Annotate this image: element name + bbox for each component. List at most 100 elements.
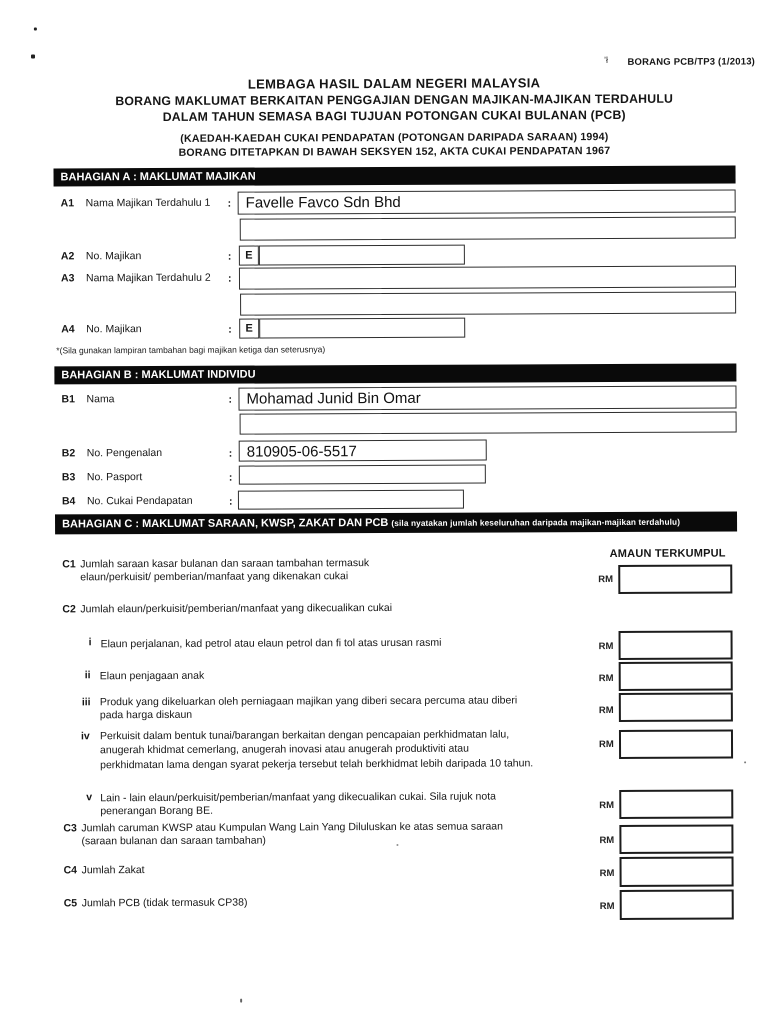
field-label-a1: Nama Majikan Terdahulu 1 [85, 196, 211, 210]
amount-value-c4 [622, 858, 732, 862]
colon: : [228, 393, 233, 406]
field-code-b1: B1 [61, 393, 75, 406]
field-code-a1: A1 [60, 197, 75, 210]
form-title-line2: BORANG MAKLUMAT BERKAITAN PENGGAJIAN DEN… [115, 91, 674, 109]
amount-value-c2iv [621, 731, 731, 735]
amount-box-c4[interactable] [619, 856, 734, 887]
item-code-c3: C3 [63, 822, 77, 835]
item-c2v-line1: Lain - lain elaun/perkuisit/pemberian/ma… [100, 790, 497, 805]
form-subtitle-line2: BORANG DITETAPKAN DI BAWAH SEKSYEN 152, … [178, 145, 611, 159]
colon: : [228, 495, 233, 508]
currency-label-c2ii: RM [598, 673, 614, 685]
item-c1-line1: Jumlah saraan kasar bulanan dan saraan t… [80, 557, 370, 571]
a1-name-input-line2[interactable] [239, 216, 736, 241]
currency-label-c2iv: RM [598, 738, 614, 751]
field-code-a4: A4 [61, 323, 75, 336]
field-code-b2: B2 [61, 447, 76, 460]
item-code-c4: C4 [63, 864, 78, 877]
item-c4-line1: Jumlah Zakat [81, 864, 145, 877]
item-c1-line2: elaun/perkuisit/ pemberian/manfaat yang … [80, 570, 349, 584]
item-c2iv-line3: perkhidmatan lama dengan syarat pekerja … [100, 757, 534, 772]
b3-passport-no-value [240, 466, 485, 469]
section-b-header: BAHAGIAN B : MAKLUMAT INDIVIDU [54, 363, 737, 385]
currency-label-c4: RM [599, 867, 615, 880]
form-subtitle-line1: (KAEDAH-KAEDAH CUKAI PENDAPATAN (POTONGA… [180, 131, 609, 145]
section-a-header: BAHAGIAN A : MAKLUMAT MAJIKAN [53, 165, 736, 187]
amount-box-c2iii[interactable] [618, 692, 733, 722]
a2-employer-no-input[interactable] [258, 244, 465, 266]
a3-name-input-line1[interactable] [238, 265, 737, 290]
colon: : [228, 447, 233, 460]
amount-box-c3[interactable] [619, 824, 734, 854]
amount-box-c5[interactable] [619, 889, 734, 920]
currency-label-c1: RM [598, 574, 614, 586]
scan-speck [240, 998, 243, 1003]
amount-box-c2iv[interactable] [618, 729, 734, 759]
item-code-c2v: v [86, 791, 93, 804]
amount-value-c2v [621, 791, 731, 795]
amount-box-c1[interactable] [618, 564, 733, 594]
item-c3-line1: Jumlah caruman KWSP atau Kumpulan Wang L… [81, 820, 504, 835]
a4-employer-no-input[interactable] [258, 317, 465, 339]
section-c-title: BAHAGIAN C : MAKLUMAT SARAAN, KWSP, ZAKA… [62, 516, 392, 531]
currency-label-c2i: RM [598, 641, 614, 653]
currency-label-c5: RM [599, 900, 615, 913]
field-label-a2: No. Majikan [85, 250, 142, 263]
b4-income-tax-no-input[interactable] [237, 489, 464, 510]
colon: : [228, 471, 233, 484]
section-c-header: BAHAGIAN C : MAKLUMAT SARAAN, KWSP, ZAKA… [55, 511, 738, 535]
a2-employer-prefix-box: E [238, 245, 259, 266]
item-c2iii-line1: Produk yang dikeluarkan oleh perniagaan … [99, 694, 518, 709]
scan-mark: ’ł [604, 55, 609, 66]
amount-box-c2i[interactable] [618, 630, 733, 660]
field-label-a3: Nama Majikan Terdahulu 2 [85, 271, 211, 285]
item-c2iv-line1: Perkuisit dalam bentuk tunai/barangan be… [99, 728, 510, 743]
b2-id-no-value: 810905-06-5517 [246, 443, 357, 461]
amount-value-c3 [621, 826, 731, 830]
form-title-line1: LEMBAGA HASIL DALAM NEGERI MALAYSIA [247, 75, 541, 92]
colon: : [227, 272, 232, 285]
b1-name-input-line2[interactable] [239, 411, 737, 435]
form-title-line3: DALAM TAHUN SEMASA BAGI TUJUAN POTONGAN … [162, 107, 626, 124]
scan-speck [396, 843, 399, 846]
a1-name-value-line2 [241, 217, 735, 221]
currency-label-c2iii: RM [598, 704, 614, 717]
item-code-c2: C2 [62, 603, 76, 616]
colon: : [227, 250, 232, 263]
amount-value-c2iii [621, 694, 731, 698]
amount-box-c2v[interactable] [619, 789, 734, 819]
item-c2ii-line1: Elaun penjagaan anak [99, 669, 205, 683]
colon: : [227, 197, 232, 210]
item-c2-line1: Jumlah elaun/perkuisit/pemberian/manfaat… [80, 601, 393, 616]
currency-label-c2v: RM [599, 799, 615, 812]
amount-value-c1 [620, 566, 730, 570]
b1-name-value: Mohamad Junid Bin Omar [246, 389, 421, 408]
amount-column-header: AMAUN TERKUMPUL [609, 547, 726, 561]
a3-name-value-line2 [241, 292, 735, 296]
amount-value-c2ii [621, 663, 731, 667]
item-c2i-line1: Elaun perjalanan, kad petrol atau elaun … [100, 636, 442, 651]
b4-income-tax-no-value [239, 491, 463, 494]
b3-passport-no-input[interactable] [238, 464, 486, 485]
b1-name-input-line1[interactable]: Mohamad Junid Bin Omar [238, 385, 737, 411]
item-code-c2iii: iii [81, 696, 91, 709]
field-label-b3: No. Pasport [86, 471, 143, 484]
a1-name-input-line1[interactable]: Favelle Favco Sdn Bhd [237, 189, 736, 215]
b2-id-no-input[interactable]: 810905-06-5517 [238, 439, 487, 462]
a4-employer-no-value [260, 319, 464, 322]
scan-speck [31, 54, 36, 59]
b1-name-value-line2 [241, 412, 736, 416]
a4-employer-prefix-box: E [239, 318, 260, 339]
amount-box-c2ii[interactable] [618, 661, 733, 691]
item-code-c1: C1 [62, 558, 76, 571]
item-code-c5: C5 [63, 897, 78, 910]
a3-name-input-line2[interactable] [240, 291, 737, 316]
item-c2iii-line2: pada harga diskaun [99, 708, 193, 722]
field-label-a4: No. Majikan [86, 323, 142, 336]
field-code-b3: B3 [61, 471, 76, 484]
field-label-b1: Nama [86, 393, 115, 406]
item-c5-line1: Jumlah PCB (tidak termasuk CP38) [81, 896, 248, 910]
item-c3-line2: (saraan bulanan dan saraan tambahan) [81, 834, 266, 848]
field-code-b4: B4 [61, 495, 76, 508]
